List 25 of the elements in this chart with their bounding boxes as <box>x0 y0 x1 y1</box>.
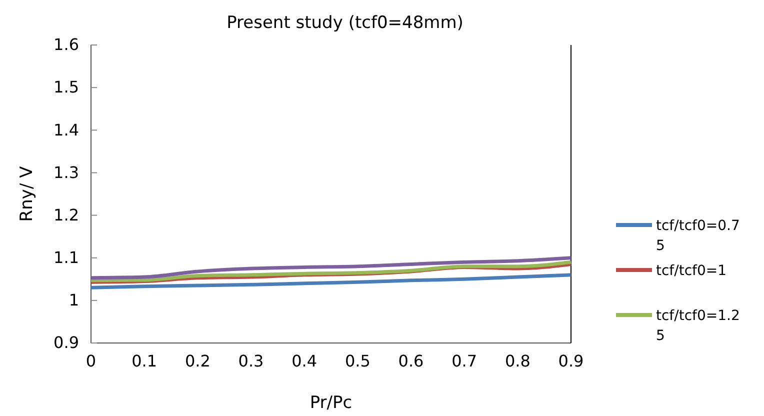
x-tick-label: 0 <box>86 351 96 370</box>
legend-label: tcf/tcf0=1.25 <box>656 308 740 344</box>
y-axis-title: Rny/ V <box>17 166 37 222</box>
chart-title: Present study (tcf0=48mm) <box>226 13 464 33</box>
x-tick-label: 0.2 <box>184 351 210 370</box>
y-tick-label: 0.9 <box>54 333 79 352</box>
legend-label: tcf/tcf0=1 <box>656 263 726 279</box>
x-tick-label: 0.4 <box>292 351 318 370</box>
x-tick-label: 0.8 <box>504 351 530 370</box>
y-tick-label: 1.6 <box>54 35 79 54</box>
x-tick-label: 0.6 <box>398 351 424 370</box>
x-tick-label: 0.9 <box>558 351 584 370</box>
x-tick-label: 0.7 <box>452 351 478 370</box>
y-tick-label: 1.3 <box>54 162 79 182</box>
x-axis-title: Pr/Pc <box>310 393 352 413</box>
y-tick-label: 1 <box>68 290 79 310</box>
x-tick-label: 0.3 <box>238 351 264 370</box>
line-series <box>89 256 573 280</box>
y-tick-label: 1.5 <box>54 78 79 97</box>
y-tick-label: 1.2 <box>54 205 79 224</box>
y-tick-label: 1.1 <box>54 248 79 267</box>
x-tick-label: 0.5 <box>344 351 370 370</box>
x-tick-label: 0.1 <box>132 351 158 370</box>
y-tick-label: 1.4 <box>54 120 79 140</box>
line-series <box>89 273 573 290</box>
